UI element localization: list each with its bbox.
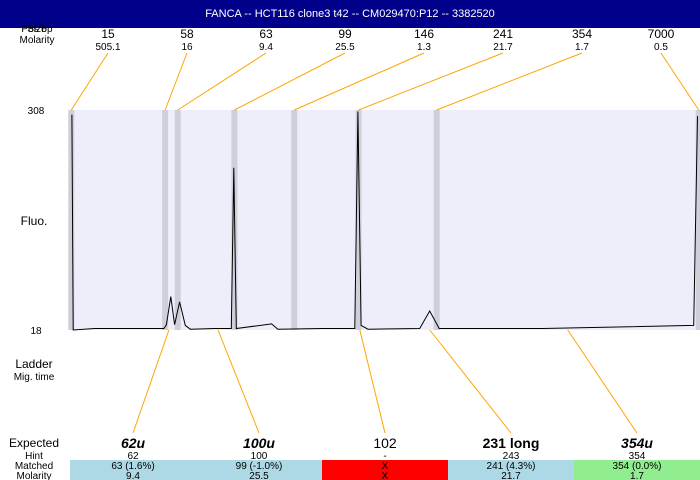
ladder-marker-band (174, 110, 181, 330)
ladder-connector-line (234, 52, 346, 111)
size-row-label: Size (27, 24, 47, 35)
ladder-marker-band (695, 110, 700, 330)
ladder-molarity-label: 1.7 (575, 42, 589, 53)
expected-connector-line (567, 329, 638, 434)
molarity-label: Molarity (16, 471, 51, 480)
expected-connector-line (217, 329, 260, 434)
molarity-row-label: Molarity (19, 35, 54, 46)
molarity-value: 9.4 (126, 471, 140, 480)
ladder-molarity-label: 25.5 (335, 42, 355, 53)
expected-fragment-label: 100u (243, 435, 275, 451)
expected-label: Expected (9, 436, 59, 450)
expected-connector-line (359, 329, 386, 434)
expected-fragment-label: 231 long (483, 435, 540, 451)
matched-value: X (382, 461, 389, 472)
ladder-molarity-label: 1.3 (417, 42, 431, 53)
size-row-label-overlap: Pos bp (21, 24, 53, 35)
ladder-marker-band (433, 110, 440, 330)
ladder-marker-band (162, 110, 169, 330)
ladder-molarity-label: 16 (181, 42, 193, 53)
hint-value: 243 (503, 451, 520, 462)
ladder-size-label: 58 (180, 27, 194, 41)
ladder-marker-band (355, 110, 362, 330)
ladder-marker-band (68, 110, 75, 330)
match-cell (322, 460, 448, 480)
matched-value: 241 (4.3%) (487, 461, 536, 472)
ladder-connector-line (294, 52, 425, 111)
hint-label: Hint (25, 451, 43, 462)
hint-value: 62 (127, 451, 139, 462)
ladder-connector-line (164, 52, 188, 111)
ladder-label: Ladder (15, 357, 52, 371)
hint-value: - (383, 451, 386, 462)
y-tick-label: 18 (30, 326, 42, 337)
ladder-size-label: 354 (572, 27, 592, 41)
ladder-molarity-label: 21.7 (493, 42, 513, 53)
molarity-value: 21.7 (501, 471, 521, 480)
molarity-value: 25.5 (249, 471, 269, 480)
ladder-size-label: 146 (414, 27, 434, 41)
ladder-connector-line (177, 52, 267, 111)
ladder-size-label: 7000 (648, 27, 675, 41)
mig-time-label: Mig. time (14, 372, 55, 383)
fluo-label: Fluo. (21, 214, 48, 228)
match-cell (70, 460, 196, 480)
ladder-molarity-label: 505.1 (95, 42, 120, 53)
hint-value: 100 (251, 451, 268, 462)
matched-value: 63 (1.6%) (111, 461, 154, 472)
ladder-connector-line (660, 52, 700, 111)
ladder-size-label: 15 (101, 27, 115, 41)
ladder-molarity-label: 0.5 (654, 42, 668, 53)
ladder-molarity-label: 9.4 (259, 42, 273, 53)
molarity-value: X (382, 471, 389, 480)
chart-title: FANCA -- HCT116 clone3 t42 -- CM029470:P… (205, 8, 495, 20)
matched-value: 354 (0.0%) (613, 461, 662, 472)
ladder-connector-line (70, 52, 109, 111)
match-cell (574, 460, 700, 480)
ladder-marker-band (291, 110, 298, 330)
ladder-size-label: 99 (338, 27, 352, 41)
ladder-connector-line (358, 52, 504, 111)
matched-value: 99 (-1.0%) (236, 461, 283, 472)
fluorescence-trace (71, 111, 698, 331)
matched-label: Matched (15, 461, 53, 472)
expected-fragment-label: 62u (121, 435, 146, 451)
expected-connector-line (429, 329, 512, 434)
ladder-connector-line (436, 52, 583, 111)
molarity-value: 1.7 (630, 471, 644, 480)
expected-fragment-label: 354u (621, 435, 653, 451)
hint-value: 354 (629, 451, 646, 462)
expected-connector-line (132, 329, 170, 434)
y-tick-label: 308 (28, 106, 45, 117)
ladder-size-label: 63 (259, 27, 273, 41)
expected-fragment-label: 102 (373, 435, 397, 451)
ladder-size-label: 241 (493, 27, 513, 41)
match-cell (448, 460, 574, 480)
match-cell (196, 460, 322, 480)
title-bar: FANCA -- HCT116 clone3 t42 -- CM029470:P… (0, 0, 700, 28)
